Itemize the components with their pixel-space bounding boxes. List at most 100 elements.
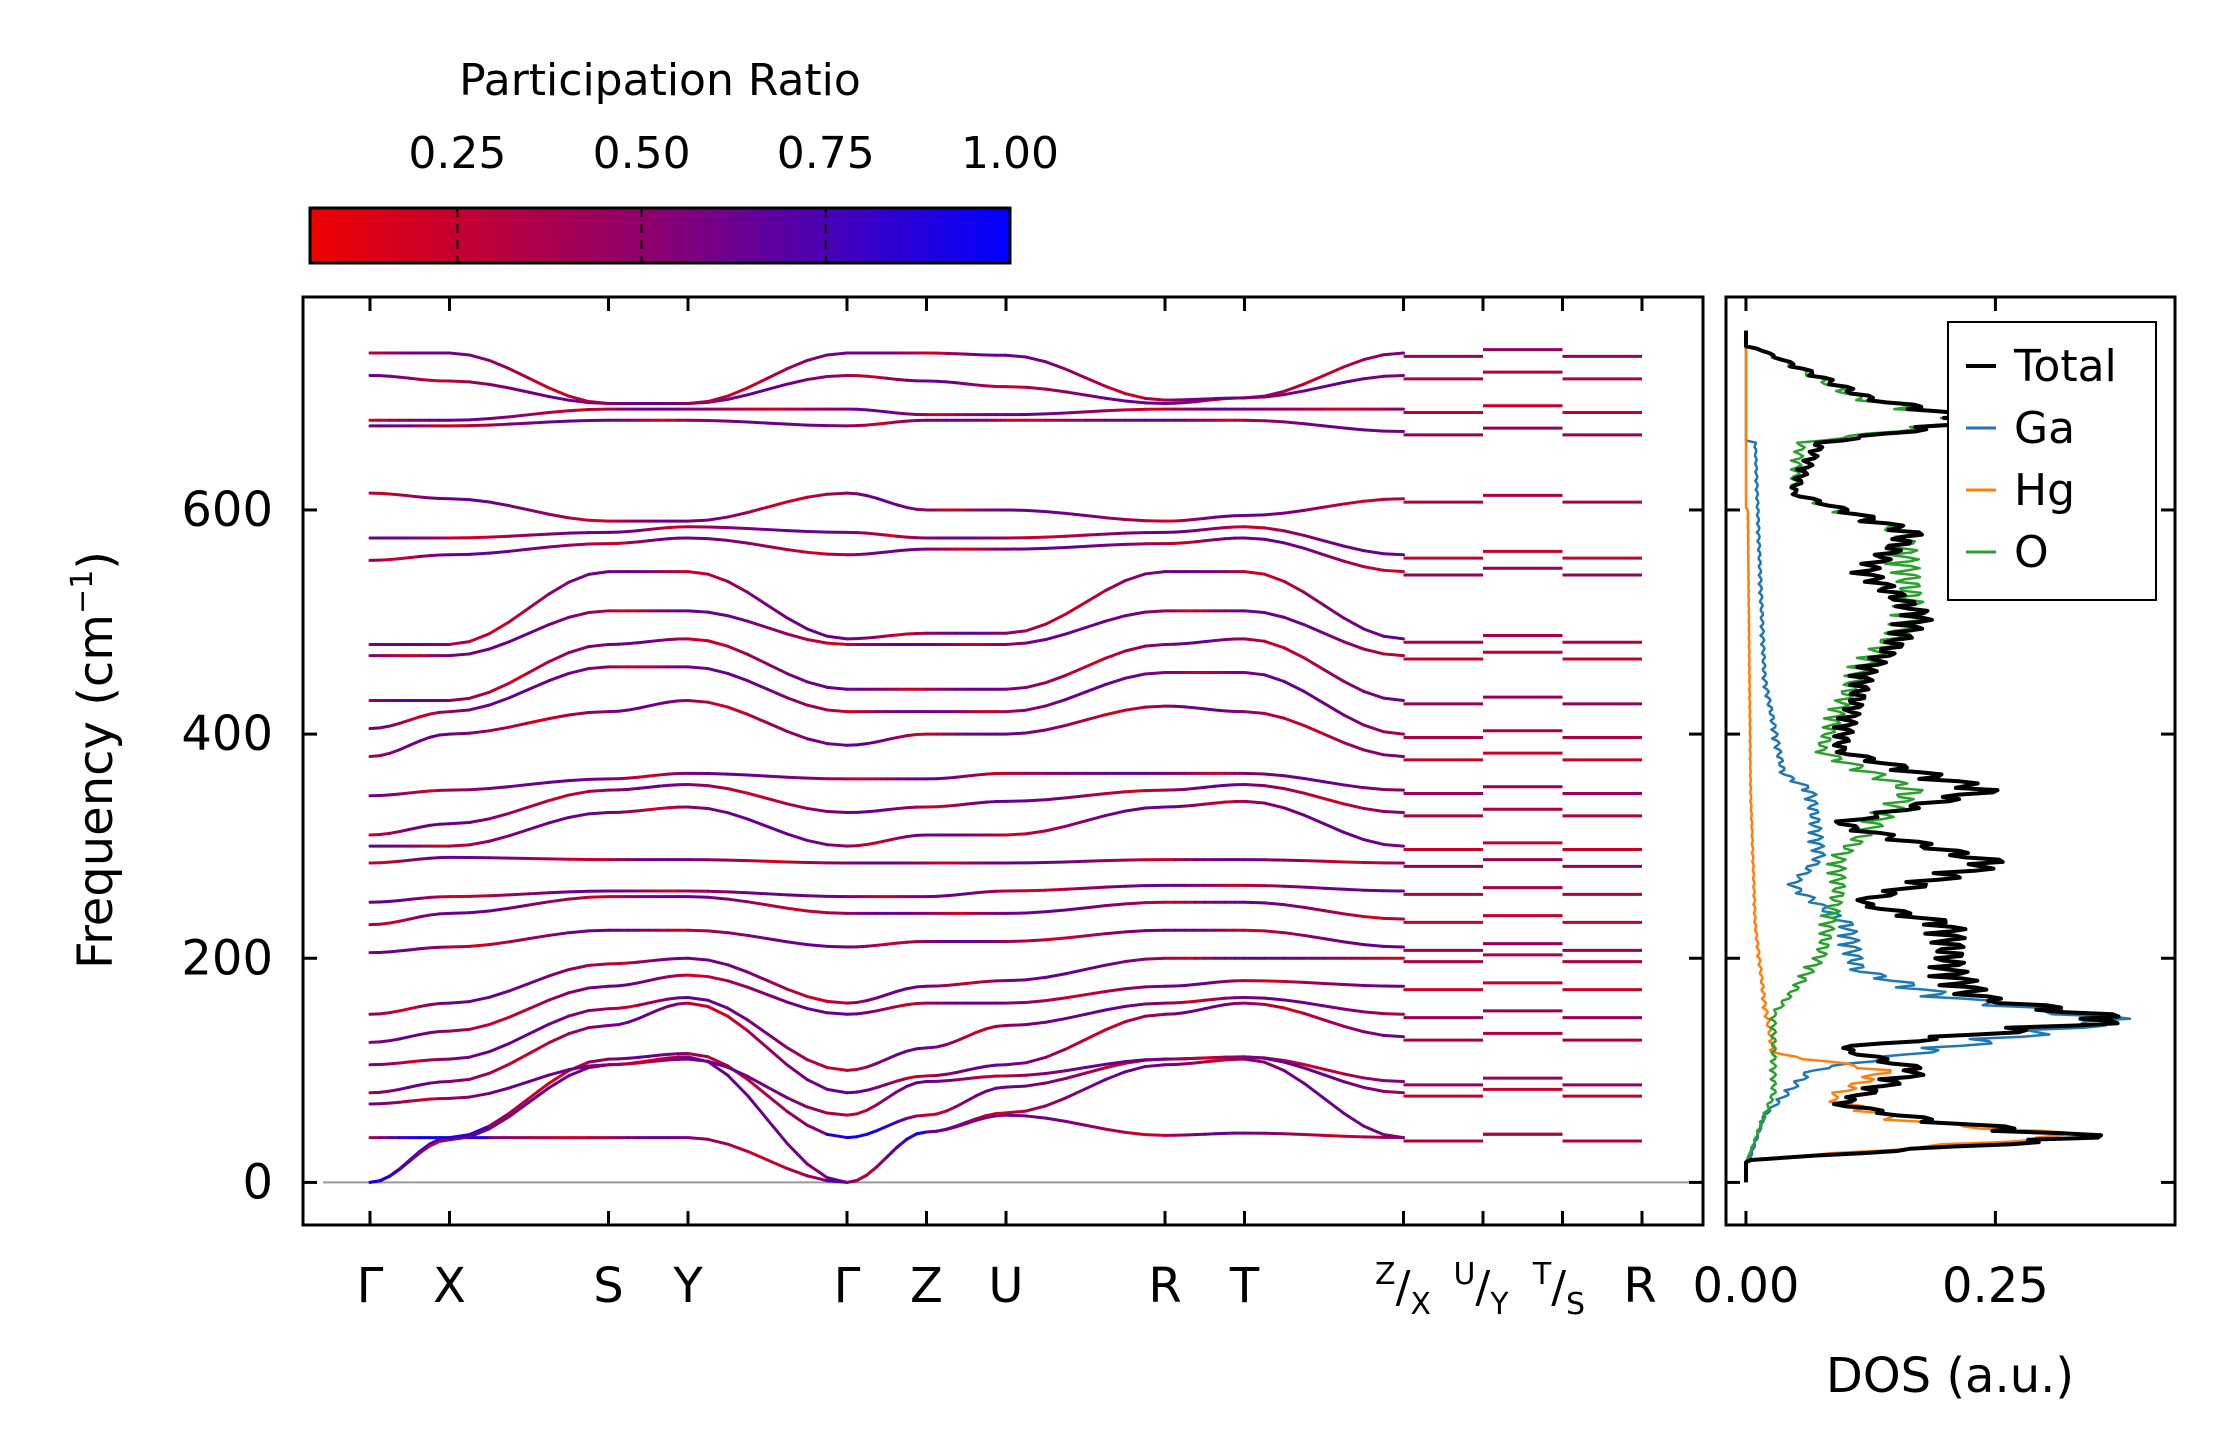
- phonon-branch-segment: [507, 903, 531, 910]
- phonon-branch-segment: [934, 1072, 948, 1078]
- phonon-branch-segment: [1084, 532, 1107, 537]
- phonon-branch-segment: [587, 928, 610, 933]
- phonon-branch-segment: [1302, 724, 1326, 736]
- phonon-branch-segment: [487, 500, 511, 508]
- phonon-branch-segment: [1084, 656, 1107, 669]
- phonon-branch-segment: [766, 528, 789, 533]
- phonon-branch-segment: [1322, 937, 1346, 944]
- phonon-branch-segment: [825, 1066, 849, 1072]
- phonon-branch-segment: [1243, 1001, 1266, 1006]
- phonon-branch-segment: [785, 987, 809, 999]
- phonon-branch-segment: [746, 859, 769, 863]
- phonon-branch-segment: [1382, 1133, 1405, 1140]
- phonon-branch-segment: [418, 1081, 432, 1087]
- phonon-branch-segment: [1084, 1062, 1107, 1070]
- dos-legend-label: Hg: [2014, 465, 2075, 516]
- phonon-branch-segment: [408, 915, 422, 921]
- phonon-branch-segment: [1024, 975, 1048, 982]
- phonon-branch-segment: [1143, 609, 1167, 614]
- phonon-branch-segment: [1342, 741, 1366, 752]
- phonon-branch-segment: [855, 944, 869, 949]
- phonon-branch-segment: [448, 696, 471, 702]
- phonon-branch-segment: [1243, 900, 1266, 905]
- phonon-branch-segment: [1382, 497, 1405, 501]
- phonon-branch-segment: [875, 1155, 889, 1169]
- phonon-branch-segment: [1203, 538, 1217, 543]
- phonon-branch-segment: [616, 1056, 630, 1061]
- phonon-branch-segment: [507, 533, 531, 538]
- phonon-branch-segment: [1382, 1089, 1405, 1095]
- phonon-branch-segment: [547, 395, 571, 402]
- phonon-branch-segment: [507, 783, 531, 789]
- phonon-branch-segment: [785, 495, 809, 504]
- phonon-branch-segment: [527, 1041, 551, 1056]
- phonon-branch-segment: [616, 708, 630, 713]
- phonon-branch-segment: [1084, 792, 1107, 798]
- phonon-branch-segment: [666, 536, 680, 541]
- phonon-branch-segment: [875, 409, 889, 414]
- phonon-branch-segment: [726, 386, 750, 398]
- phonon-branch-segment: [875, 1007, 889, 1013]
- phonon-branch-segment: [1103, 1061, 1127, 1070]
- phonon-branch-segment: [1004, 353, 1028, 359]
- phonon-branch-segment: [1064, 1119, 1087, 1127]
- phonon-branch-segment: [1213, 979, 1227, 984]
- dos-panel-frame: [1724, 295, 2177, 1227]
- phonon-branch-segment: [895, 987, 909, 993]
- phonon-branch-segment: [1064, 906, 1087, 912]
- phonon-branch-segment: [726, 393, 750, 401]
- phonon-branch-segment: [1024, 798, 1048, 803]
- phonon-branch-segment: [1024, 535, 1048, 540]
- phonon-branch-segment: [1044, 360, 1068, 371]
- phonon-branch-segment: [1044, 1069, 1068, 1075]
- phonon-branch-segment: [467, 380, 491, 386]
- kpath-label: X: [433, 1258, 466, 1314]
- phonon-branch-segment: [805, 1123, 829, 1136]
- phonon-branch-segment: [1302, 505, 1326, 512]
- phonon-branch-segment: [398, 948, 412, 953]
- phonon-branch-segment: [448, 351, 471, 357]
- phonon-branch-segment: [1024, 385, 1048, 391]
- phonon-branch-segment: [567, 408, 591, 413]
- phonon-branch-segment: [954, 1068, 968, 1074]
- phonon-branch-segment: [865, 1129, 879, 1136]
- phonon-branch-segment: [1282, 716, 1306, 728]
- phonon-branch-segment: [706, 639, 730, 648]
- phonon-branch-segment: [1123, 572, 1147, 583]
- phonon-branch-segment: [378, 724, 392, 730]
- dos-axis-ticks: 0.00 0.25: [1693, 297, 2049, 1314]
- kpath-label: Z: [910, 1258, 943, 1314]
- phonon-branch-segment: [467, 839, 491, 847]
- phonon-branch-segment: [428, 1080, 442, 1085]
- phonon-branch-segment: [1173, 401, 1187, 405]
- phonon-branch-segment: [905, 378, 919, 383]
- phonon-branch-segment: [1044, 698, 1068, 708]
- phonon-branch-segment: [1024, 546, 1048, 551]
- phonon-branch-segment: [378, 899, 392, 904]
- phonon-branch-segment: [726, 1142, 750, 1153]
- phonon-branch-segment: [408, 1151, 422, 1163]
- phonon-branch-segment: [954, 381, 968, 386]
- phonon-branch-segment: [726, 897, 750, 904]
- phonon-branch-segment: [547, 419, 571, 424]
- dos-curves: [1744, 330, 2132, 1183]
- phonon-branch-segment: [418, 377, 432, 382]
- phonon-branch-segment: [706, 525, 730, 530]
- kpath-label-t-s: T/S: [1532, 1257, 1585, 1322]
- phonon-branch-segment: [746, 1094, 769, 1122]
- phonon-branch-segment: [1193, 981, 1207, 987]
- phonon-branch-segment: [974, 979, 988, 984]
- phonon-branch-segment: [1183, 641, 1197, 646]
- phonon-branch-segment: [984, 772, 998, 776]
- phonon-branch-segment: [1123, 1014, 1147, 1024]
- phonon-branch-segment: [527, 411, 551, 417]
- phonon-branch-segment: [1123, 1002, 1147, 1008]
- phonon-branch-segment: [507, 547, 531, 553]
- phonon-branch-segment: [766, 937, 789, 944]
- phonon-branch-segment: [448, 944, 471, 949]
- phonon-branch-segment: [487, 640, 511, 651]
- phonon-branch-segment: [1064, 367, 1087, 380]
- phonon-branch-segment: [1193, 802, 1207, 807]
- phonon-branch-segment: [398, 743, 412, 752]
